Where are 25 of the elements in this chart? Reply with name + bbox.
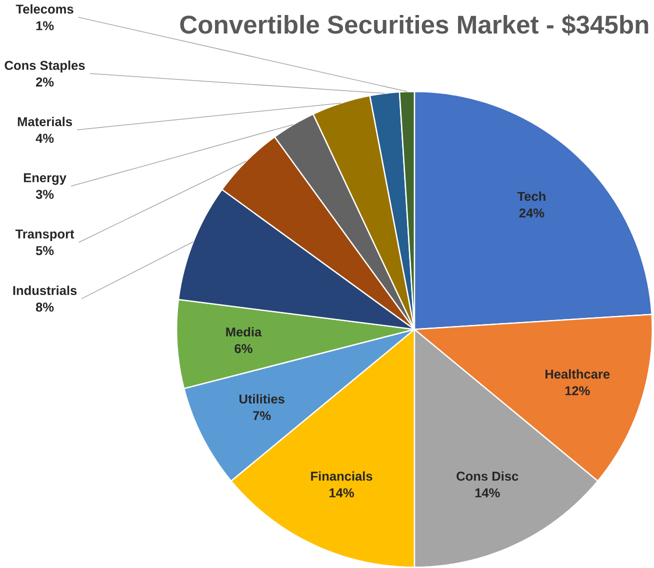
data-label: 7% [253, 411, 271, 420]
slice-label: Utilities [239, 394, 284, 404]
slice-label: Media [226, 327, 262, 337]
slice-label: Telecoms [16, 4, 74, 14]
data-label: 14% [330, 488, 354, 498]
slice-label: Energy [24, 173, 66, 185]
slice-label: Healthcare [546, 369, 610, 379]
data-label: 4% [36, 134, 54, 143]
data-label: 12% [565, 386, 590, 396]
data-label: 3% [36, 190, 54, 199]
slice-label: Transport [15, 230, 74, 242]
slice-label: Industrials [13, 286, 77, 296]
slice-label: Tech [517, 192, 546, 201]
data-label: 2% [36, 78, 54, 87]
slice-label: Cons Disc [456, 471, 518, 481]
data-label: 5% [36, 246, 54, 256]
data-label: 14% [475, 488, 500, 498]
slice-label: Materials [18, 116, 72, 126]
data-label: 6% [234, 344, 252, 354]
chart-title: Convertible Securities Market - $345bn [180, 14, 648, 36]
slice-label: Financials [311, 471, 372, 481]
data-label: 24% [519, 208, 544, 218]
data-label: 1% [36, 21, 54, 30]
data-label: 8% [36, 302, 54, 312]
slice-label: Cons Staples [4, 60, 85, 73]
